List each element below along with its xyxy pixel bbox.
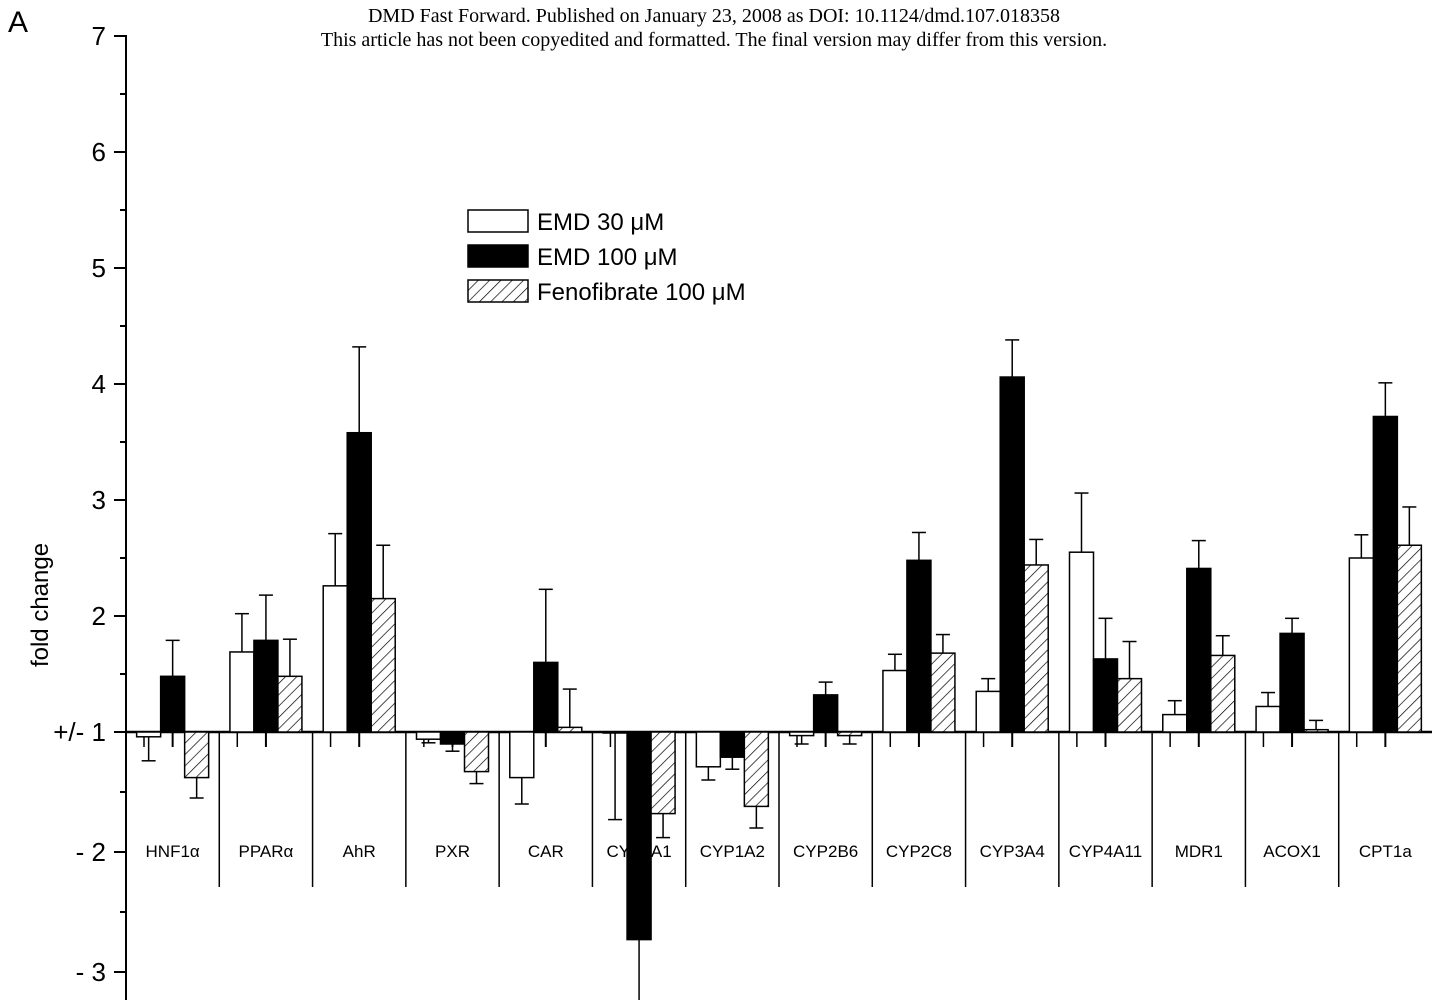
bar [346,431,372,733]
bar [743,731,770,808]
category-label: CYP1A2 [700,842,765,861]
bar [229,651,255,733]
bar [788,731,815,737]
header-line-2: This article has not been copyedited and… [320,29,1108,51]
category-label: CYP3A4 [980,842,1045,861]
y-tick-label: - 3 [76,957,106,987]
legend-swatch [467,209,529,233]
category-label: HNF1α [146,842,200,861]
bar [626,731,652,941]
y-axis-label: fold change [27,543,54,667]
plot-area: 7 6 5 4 3 2 +/- 1 - 2 - 3 HNF1α PPARα AhR PXR CAR CYP1… [53,21,1432,1000]
category-label: CPT1a [1359,842,1412,861]
y-tick-label: 2 [92,601,106,631]
legend-label: Fenofibrate 100 μM [537,279,746,306]
category-label: MDR1 [1175,842,1223,861]
category-label: ACOX1 [1263,842,1321,861]
bar [812,694,839,733]
bar [906,559,932,733]
legend-swatch [467,244,529,268]
bar [1186,567,1212,733]
bar [277,675,303,733]
bar [1372,415,1399,733]
bar [1162,713,1188,733]
bar [533,661,559,733]
bar [1279,632,1305,733]
bar [135,731,162,738]
bar [463,731,490,773]
bar [975,690,1001,733]
bar [695,731,722,768]
bar [1348,557,1375,733]
legend-label: EMD 100 μM [537,244,678,271]
category-label: PPARα [238,842,293,861]
bar [1092,658,1119,733]
bar [322,585,348,733]
category-label: AhR [343,842,376,861]
bar [650,731,676,815]
bar [1255,705,1281,733]
y-tick-label: - 2 [76,837,106,867]
bar [930,652,956,733]
y-tick-label: 7 [92,21,106,51]
header-line-1: DMD Fast Forward. Published on January 2… [367,5,1060,27]
category-label: PXR [435,842,470,861]
category-label: CYP2C8 [886,842,952,861]
y-tick-label: 3 [92,485,106,515]
bar [836,731,863,737]
bar [1023,564,1049,733]
category-label: CYP2B6 [793,842,858,861]
bar [1116,677,1143,733]
bar [183,731,210,779]
bar [882,669,908,733]
y-tick-label: 6 [92,137,106,167]
bar [439,731,466,745]
y-tick-label: +/- 1 [53,717,106,747]
bar [557,726,583,733]
y-tick-label: 5 [92,253,106,283]
bar [1068,551,1095,733]
bar [719,731,746,758]
bar [370,597,396,733]
bar [509,731,535,779]
bar [253,639,279,733]
legend-swatch [467,279,529,303]
category-label: CYP4A11 [1069,842,1142,861]
panel-label: A [8,6,29,39]
bar [999,376,1025,733]
y-tick-label: 4 [92,369,106,399]
legend-label: EMD 30 μM [537,209,664,236]
bar [1210,654,1236,733]
bar [1396,544,1423,733]
category-label: CAR [528,842,564,861]
bar [415,731,442,740]
bar [1303,728,1329,733]
bar [159,675,186,733]
